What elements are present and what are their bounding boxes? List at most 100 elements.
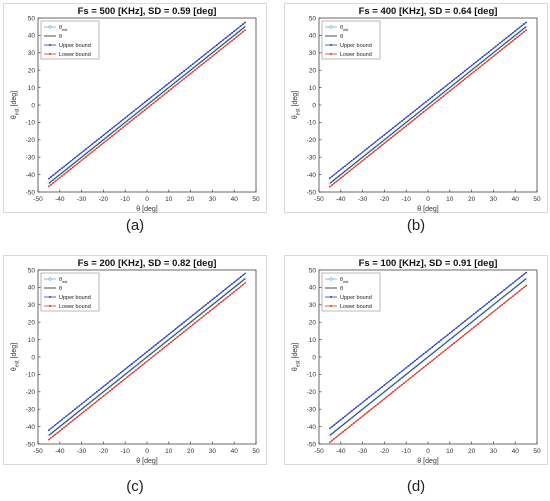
series-point [516, 291, 519, 294]
series-point [414, 373, 416, 376]
series-point [228, 284, 231, 287]
series-point [455, 84, 458, 87]
series-point [512, 39, 514, 42]
series-point [122, 379, 124, 382]
series-point [470, 72, 473, 75]
legend-marker [330, 53, 332, 55]
series-point [71, 419, 74, 422]
series-point [211, 55, 214, 58]
series-point [339, 418, 342, 421]
series-point [233, 281, 236, 284]
y-tick-label: -20 [26, 137, 36, 144]
series-point [435, 92, 438, 95]
x-tick-label: -10 [401, 448, 411, 455]
series-point [499, 292, 501, 295]
y-axis-label-unit: [deg] [292, 91, 299, 107]
series-point [174, 337, 177, 340]
series-point [339, 432, 342, 435]
series-point [111, 378, 114, 381]
series-point [117, 122, 120, 125]
series-point [400, 370, 403, 373]
series-point [414, 359, 416, 362]
series-point [198, 318, 201, 321]
series-point [398, 130, 401, 132]
series-point [357, 154, 360, 157]
series-point [111, 127, 114, 130]
x-tick-label: 0 [145, 196, 149, 203]
series-point [224, 44, 227, 47]
series-point [48, 429, 50, 431]
series-point [191, 323, 194, 326]
series-point [387, 130, 390, 133]
series-point [146, 360, 148, 363]
series-point [344, 173, 347, 176]
series-point [479, 308, 482, 310]
series-point [411, 111, 414, 114]
series-point [366, 147, 368, 150]
x-tick-label: -20 [99, 448, 109, 455]
series-point [359, 152, 362, 155]
series-point [202, 62, 205, 65]
series-point [366, 156, 368, 159]
series-point [505, 37, 508, 39]
series-point [331, 425, 333, 428]
series-point [385, 382, 388, 385]
series-point [222, 46, 225, 49]
series-point [520, 275, 523, 277]
series-point [400, 383, 403, 386]
series-point [409, 121, 412, 124]
series-point [204, 313, 207, 316]
series-point [490, 49, 493, 51]
series-point [376, 147, 379, 150]
series-point [481, 319, 484, 322]
series-point [494, 45, 497, 48]
x-tick-label: 10 [446, 196, 454, 203]
series-point [54, 433, 57, 436]
legend-label: θ [59, 34, 62, 40]
y-tick-label: -50 [307, 441, 317, 448]
series-point [150, 103, 153, 106]
series-point [58, 176, 61, 179]
series-point [180, 71, 183, 74]
series-point [503, 289, 506, 291]
series-point [442, 337, 445, 340]
series-point [524, 277, 528, 281]
chart-panel-c: Fs = 200 [KHz], SD = 0.82 [deg] -50 -40 -30… [3, 255, 267, 465]
series-point [189, 316, 192, 318]
series-point [429, 97, 432, 100]
series-point [461, 335, 464, 338]
series-point [233, 37, 236, 40]
series-point [372, 142, 375, 145]
series-point [392, 390, 395, 393]
series-point [104, 393, 107, 396]
series-point [242, 274, 244, 277]
series-point [479, 321, 482, 324]
legend-label: θest [340, 25, 349, 32]
series-point [218, 303, 220, 305]
y-tick-label: 10 [309, 85, 317, 92]
series-point [346, 427, 349, 430]
series-point [115, 131, 118, 134]
series-point [409, 376, 412, 379]
series-point [85, 409, 87, 411]
series-point [392, 377, 395, 380]
series-point [518, 276, 521, 279]
series-point [477, 309, 480, 312]
series-point [407, 123, 410, 126]
series-point [85, 148, 87, 151]
legend-label: θ [340, 34, 343, 40]
series-point [178, 73, 181, 76]
series-point [422, 366, 425, 369]
x-tick-label: 30 [209, 196, 217, 203]
legend-label: θest [59, 277, 68, 284]
y-axis-label-subscript: est [296, 108, 302, 115]
series-point [220, 40, 223, 43]
series-point [427, 349, 429, 352]
series-point [348, 161, 351, 164]
series-point [411, 361, 414, 364]
series-point [357, 163, 360, 166]
series-point [167, 333, 170, 336]
x-tick-label: -50 [314, 196, 324, 203]
series-point [124, 117, 127, 119]
series-point [170, 80, 172, 83]
